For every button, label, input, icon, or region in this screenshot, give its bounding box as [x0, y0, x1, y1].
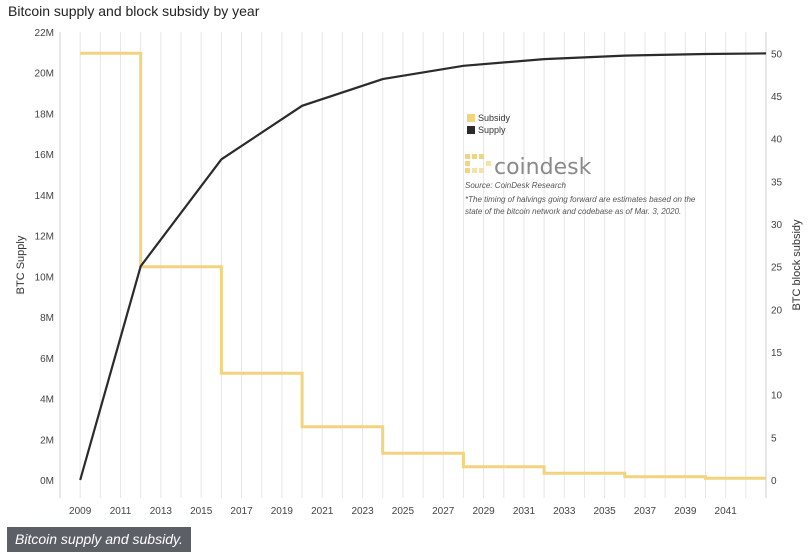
x-tick-label: 2039 [674, 506, 697, 517]
y-left-tick-label: 14M [35, 191, 54, 202]
legend-swatch-supply [467, 126, 475, 134]
x-tick-label: 2029 [472, 506, 495, 517]
y-left-axis-title: BTC Supply [15, 235, 27, 294]
y-right-tick-label: 15 [771, 348, 783, 359]
series-line-subsidy [80, 51, 766, 480]
series-line-supply [79, 52, 767, 481]
watermark-note-line-1: *The timing of halvings going forward ar… [465, 195, 696, 204]
x-tick-label: 2023 [351, 506, 374, 517]
y-left-tick-label: 18M [35, 109, 54, 120]
grid-layer [59, 32, 767, 498]
y-right-tick-label: 5 [771, 433, 777, 444]
y-right-axis: 0 5 10 15 20 25 30 35 40 45 50 [771, 49, 783, 487]
x-tick-label: 2009 [69, 506, 92, 517]
x-tick-label: 2027 [432, 506, 455, 517]
y-right-tick-label: 40 [771, 135, 783, 146]
x-tick-label: 2041 [715, 506, 738, 517]
caption: Bitcoin supply and subsidy. [7, 527, 191, 552]
chart-title: Bitcoin supply and block subsidy by year [8, 3, 260, 19]
watermark: coindesk Source: CoinDesk Research *The … [465, 154, 696, 216]
x-tick-label: 2033 [553, 506, 576, 517]
x-tick-label: 2031 [513, 506, 536, 517]
y-right-tick-label: 45 [771, 92, 783, 103]
x-tick-label: 2013 [150, 506, 173, 517]
legend: Subsidy Supply [467, 113, 511, 135]
y-left-tick-label: 2M [40, 435, 54, 446]
y-left-tick-label: 0M [40, 476, 54, 487]
watermark-source: Source: CoinDesk Research [465, 181, 566, 190]
y-left-tick-label: 12M [35, 232, 54, 243]
y-left-tick-label: 8M [40, 313, 54, 324]
y-right-tick-label: 25 [771, 263, 783, 274]
legend-label-supply: Supply [478, 125, 506, 135]
legend-swatch-subsidy [467, 114, 475, 122]
series-layer [79, 51, 767, 481]
y-left-tick-label: 4M [40, 395, 54, 406]
x-tick-label: 2035 [594, 506, 617, 517]
watermark-note-line-2: state of the bitcoin network and codebas… [465, 207, 681, 216]
y-right-tick-label: 50 [771, 49, 783, 60]
watermark-brand: coindesk [494, 155, 592, 180]
x-tick-label: 2015 [190, 506, 213, 517]
x-tick-label: 2011 [110, 506, 132, 517]
y-left-tick-label: 22M [35, 28, 54, 39]
x-tick-label: 2019 [271, 506, 294, 517]
y-right-tick-label: 0 [771, 476, 777, 487]
legend-label-subsidy: Subsidy [478, 113, 511, 123]
x-tick-label: 2025 [392, 506, 415, 517]
y-right-tick-label: 35 [771, 177, 783, 188]
y-right-tick-label: 10 [771, 391, 783, 402]
y-right-tick-label: 20 [771, 305, 783, 316]
x-tick-label: 2021 [311, 506, 334, 517]
y-right-tick-label: 30 [771, 220, 783, 231]
y-left-tick-label: 10M [35, 272, 54, 283]
y-left-axis: 0M 2M 4M 6M 8M 10M 12M 14M 16M 18M 20M 22M [35, 28, 54, 487]
x-axis: 2009 2011 2013 2015 2017 2019 2021 2023 2025 2027… [69, 506, 737, 517]
x-tick-label: 2037 [634, 506, 657, 517]
y-right-axis-title: BTC block subsidy [791, 219, 803, 311]
y-left-tick-label: 16M [35, 150, 54, 161]
y-left-tick-label: 20M [35, 69, 54, 80]
coindesk-logo-icon [465, 154, 491, 173]
x-tick-label: 2017 [230, 506, 253, 517]
y-left-tick-label: 6M [40, 354, 54, 365]
